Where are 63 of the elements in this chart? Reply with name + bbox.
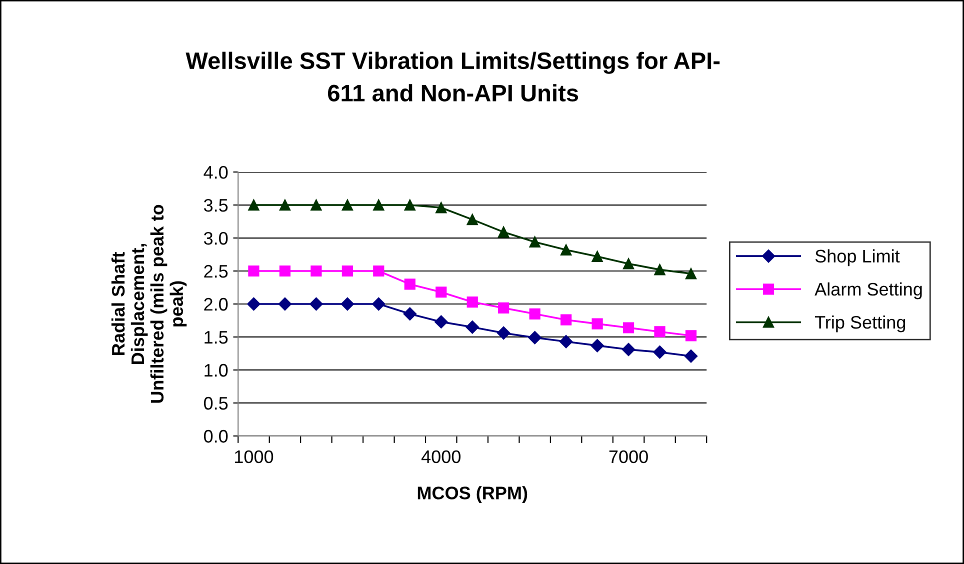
point bbox=[684, 350, 698, 363]
point bbox=[310, 297, 323, 311]
point bbox=[373, 265, 384, 277]
point bbox=[560, 244, 572, 256]
point bbox=[404, 278, 416, 290]
point bbox=[622, 258, 634, 270]
x-tick-label: 1000 bbox=[235, 450, 274, 464]
point bbox=[592, 318, 603, 330]
point bbox=[247, 297, 260, 311]
point bbox=[560, 314, 572, 326]
point bbox=[436, 286, 447, 298]
y-tick-label: 1.0 bbox=[204, 364, 228, 377]
point bbox=[342, 265, 353, 277]
point bbox=[436, 202, 447, 214]
point bbox=[590, 338, 604, 352]
point bbox=[466, 320, 479, 334]
point bbox=[372, 297, 386, 311]
point bbox=[622, 342, 636, 356]
point bbox=[403, 307, 416, 320]
point bbox=[654, 326, 666, 338]
point bbox=[654, 264, 666, 276]
y-tick-label: 2.5 bbox=[204, 264, 228, 278]
x-axis-title: MCOS (RPM) bbox=[418, 486, 528, 503]
point bbox=[279, 265, 291, 277]
point bbox=[498, 226, 510, 238]
point bbox=[498, 302, 510, 314]
point bbox=[622, 322, 634, 334]
point bbox=[279, 199, 291, 211]
point bbox=[466, 296, 478, 308]
chart-title: Wellsville SST Vibration Limits/Settings for API- 611 and Non-API Units bbox=[186, 52, 720, 102]
point bbox=[559, 335, 573, 348]
x-tick-label: 7000 bbox=[609, 450, 648, 464]
point bbox=[278, 297, 292, 311]
point bbox=[310, 199, 322, 211]
point bbox=[653, 346, 666, 359]
point bbox=[529, 236, 540, 248]
legend-label: Shop Limit bbox=[815, 249, 900, 266]
point bbox=[340, 297, 354, 311]
point bbox=[685, 268, 697, 280]
y-tick-label: 3.5 bbox=[204, 198, 228, 212]
point bbox=[248, 265, 260, 277]
y-tick-label: 1.5 bbox=[204, 331, 228, 344]
y-tick-label: 0.0 bbox=[204, 430, 228, 443]
legend-label: Trip Setting bbox=[814, 315, 906, 332]
point bbox=[497, 326, 510, 340]
point bbox=[466, 214, 478, 226]
point bbox=[528, 331, 542, 344]
legend-label: Alarm Setting bbox=[814, 282, 922, 300]
x-tick-label: 4000 bbox=[421, 450, 461, 464]
point bbox=[310, 265, 322, 277]
point bbox=[529, 308, 540, 320]
point bbox=[248, 199, 260, 211]
point bbox=[342, 199, 353, 211]
point bbox=[685, 330, 697, 342]
y-tick-label: 0.5 bbox=[204, 396, 228, 410]
point bbox=[404, 199, 416, 211]
y-tick-label: 4.0 bbox=[204, 166, 228, 179]
point bbox=[434, 315, 448, 328]
point bbox=[592, 250, 603, 262]
y-tick-label: 3.0 bbox=[204, 232, 228, 245]
y-axis-title: Radial Shaft Displacement, Unfiltered (mils peak to peak) bbox=[111, 204, 187, 403]
y-tick-label: 2.0 bbox=[204, 298, 228, 311]
point bbox=[373, 199, 384, 211]
